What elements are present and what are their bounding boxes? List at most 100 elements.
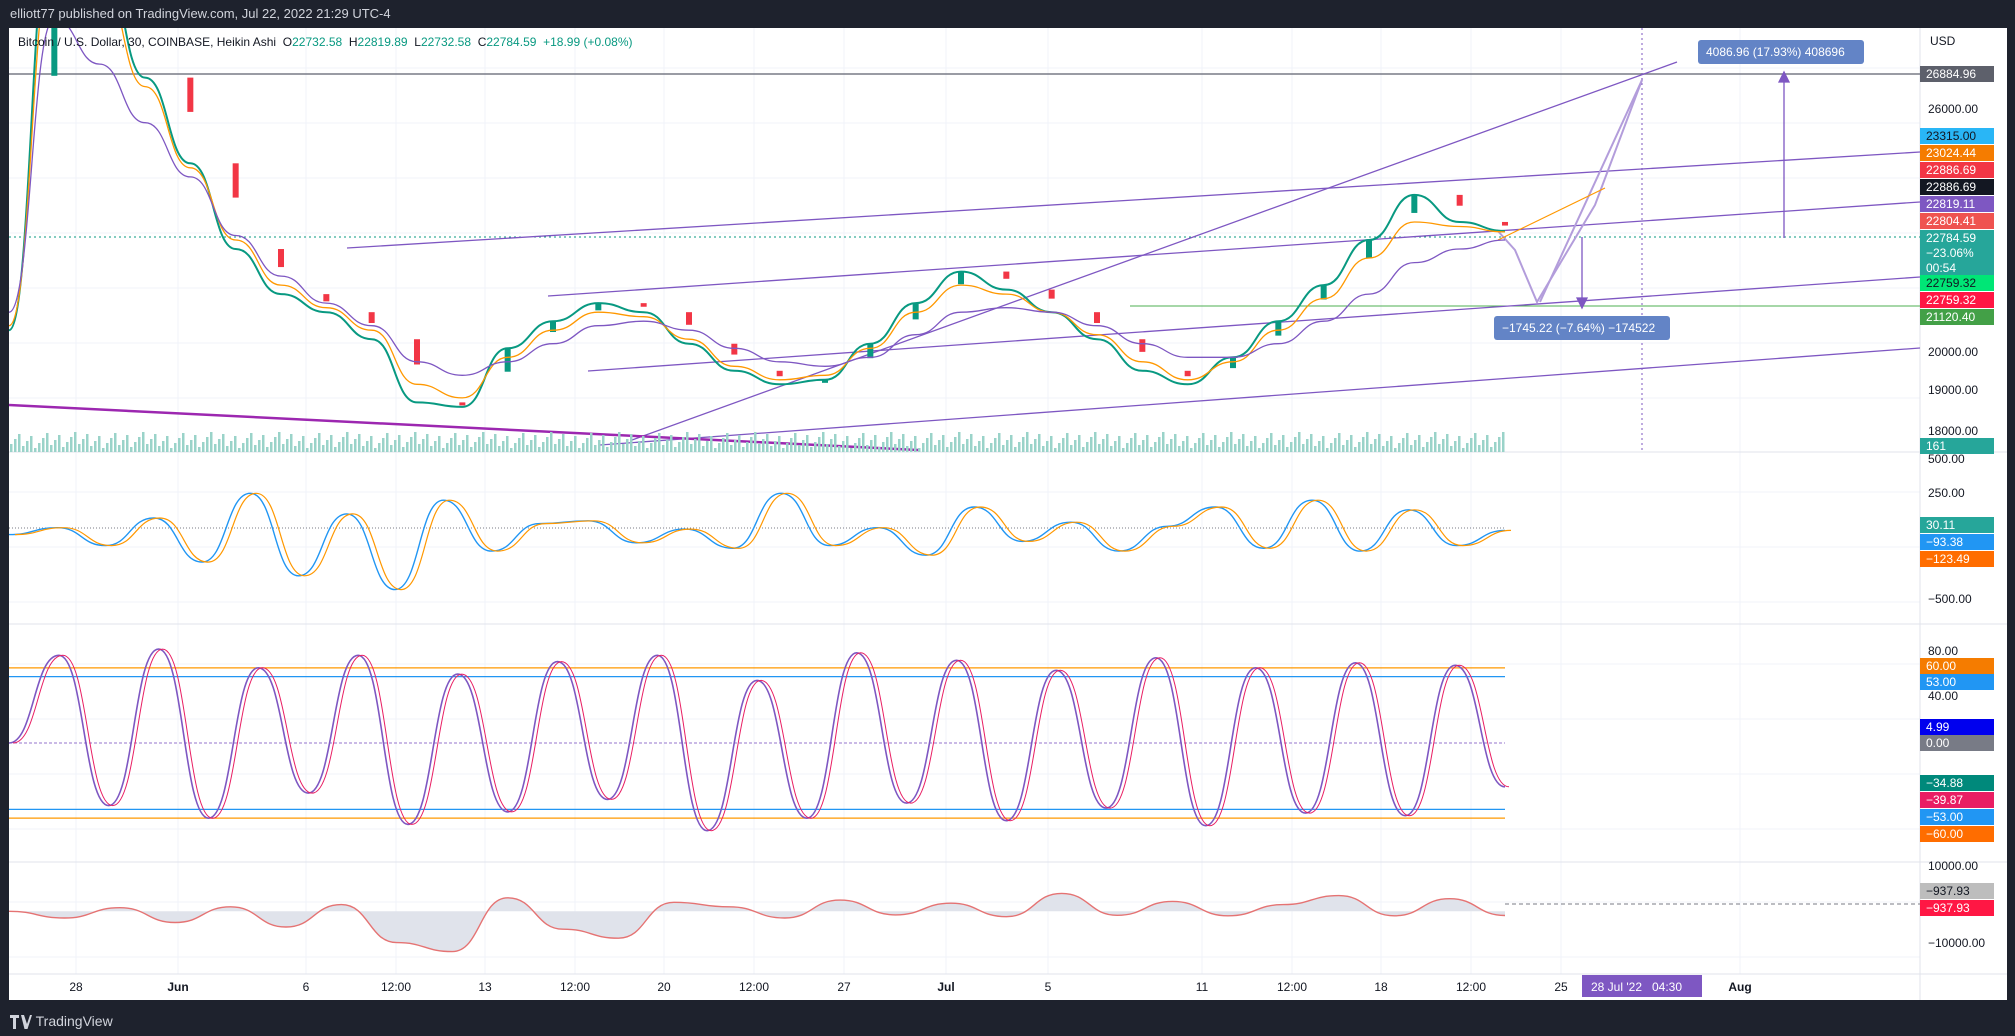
volume-bar [518, 438, 521, 452]
volume-bar [982, 436, 985, 452]
volume-bar [342, 437, 345, 452]
y-tick-label: −500.00 [1928, 592, 1972, 606]
main-pane [9, 28, 1920, 452]
volume-bar [1078, 435, 1081, 452]
volume-bar [1482, 440, 1485, 452]
volume-bar [874, 435, 877, 452]
volume-bar [890, 432, 893, 452]
volume-bar [1070, 445, 1073, 452]
volume-bar [1390, 436, 1393, 452]
svg-text:22804.41: 22804.41 [1926, 214, 1976, 228]
volume-bar [1294, 437, 1297, 452]
volume-bar [98, 436, 101, 452]
volume-bar [1058, 443, 1061, 452]
volume-bar [1250, 441, 1253, 452]
volume-bar [1166, 444, 1169, 452]
y-tick-label: 500.00 [1928, 452, 1965, 466]
svg-text:22819.11: 22819.11 [1926, 197, 1975, 211]
volume-bar [694, 439, 697, 452]
volume-bar [930, 433, 933, 452]
svg-text:22784.59: 22784.59 [1926, 231, 1976, 245]
symbol-title: Bitcoin / U.S. Dollar, 30, COINBASE, Hei… [18, 35, 277, 49]
volume-bar [338, 442, 341, 452]
y-tick-label: 20000.00 [1928, 345, 1978, 359]
volume-bar [1082, 447, 1085, 452]
volume-bar [1174, 434, 1177, 452]
volume-bar [766, 434, 769, 452]
measure-up-box[interactable]: 4086.96 (17.93%) 408696 [1698, 40, 1864, 64]
volume-bar [746, 442, 749, 452]
volume-bar [818, 437, 821, 452]
volume-bar [1010, 435, 1013, 452]
volume-bar [942, 435, 945, 452]
volume-bar [410, 437, 413, 452]
volume-bar [530, 440, 533, 452]
volume-bar [246, 438, 249, 452]
volume-bar [878, 447, 881, 452]
candle [1048, 289, 1055, 299]
volume-bar [346, 432, 349, 452]
volume-bar [802, 440, 805, 452]
candle [1320, 285, 1327, 300]
volume-bar [1458, 436, 1461, 452]
volume-bar [510, 448, 513, 452]
candle [323, 294, 330, 302]
y-tick-label: 19000.00 [1928, 383, 1978, 397]
svg-text:−937.93: −937.93 [1926, 884, 1970, 898]
volume-bar [566, 446, 569, 452]
volume-bar [422, 439, 425, 452]
volume-bar [1042, 446, 1045, 452]
series-btcusd-close [9, 28, 1506, 408]
volume-bar [554, 444, 557, 452]
volume-bar [1182, 441, 1185, 452]
volume-bar [858, 438, 861, 452]
volume-bar [1438, 444, 1441, 452]
volume-bar [1502, 432, 1505, 452]
volume-bar [1326, 448, 1329, 452]
volume-bar [182, 433, 185, 452]
svg-text:22886.69: 22886.69 [1926, 163, 1976, 177]
volume-bar [1270, 433, 1273, 452]
volume-bar [1202, 433, 1205, 452]
volume-bar [1274, 445, 1277, 452]
volume-bar [754, 432, 757, 452]
crosshair-time-badge: 28 Jul '22 04:30 [1582, 975, 1702, 997]
volume-bar [918, 448, 921, 452]
volume-bar [1394, 448, 1397, 452]
volume-bar [1422, 447, 1425, 452]
volume-bar [1234, 444, 1237, 452]
svg-text:−60.00: −60.00 [1926, 827, 1963, 841]
volume-bar [442, 448, 445, 452]
volume-bar [794, 433, 797, 452]
volume-bar [326, 440, 329, 452]
volume-bar [1098, 444, 1101, 452]
volume-bar [774, 441, 777, 452]
volume-bar [758, 444, 761, 452]
svg-text:23024.44: 23024.44 [1926, 146, 1976, 160]
volume-bar [974, 446, 977, 452]
volume-bar [1030, 444, 1033, 452]
volume-bar [1366, 432, 1369, 452]
y-tick-label: 250.00 [1928, 486, 1965, 500]
measure-down-box[interactable]: −1745.22 (−7.64%) −174522 [1494, 316, 1670, 340]
volume-bar [1050, 436, 1053, 452]
volume-bar [698, 434, 701, 452]
volume-bar [538, 447, 541, 452]
volume-bar [634, 446, 637, 452]
volume-bar [1090, 437, 1093, 452]
volume-bar [334, 447, 337, 452]
volume-bar [958, 432, 961, 452]
volume-bar [590, 433, 593, 452]
volume-bar [830, 439, 833, 452]
volume-bar [322, 445, 325, 452]
volume-bar [1022, 437, 1025, 452]
volume-bar [1330, 443, 1333, 452]
volume-bar [306, 448, 309, 452]
measure-down-text: −1745.22 (−7.64%) −174522 [1502, 321, 1655, 335]
volume-bar [850, 448, 853, 452]
volume-bar [218, 439, 221, 452]
footer-brand: TradingView [35, 1013, 113, 1029]
series-stoch [9, 648, 1506, 832]
volume-bar [214, 444, 217, 452]
